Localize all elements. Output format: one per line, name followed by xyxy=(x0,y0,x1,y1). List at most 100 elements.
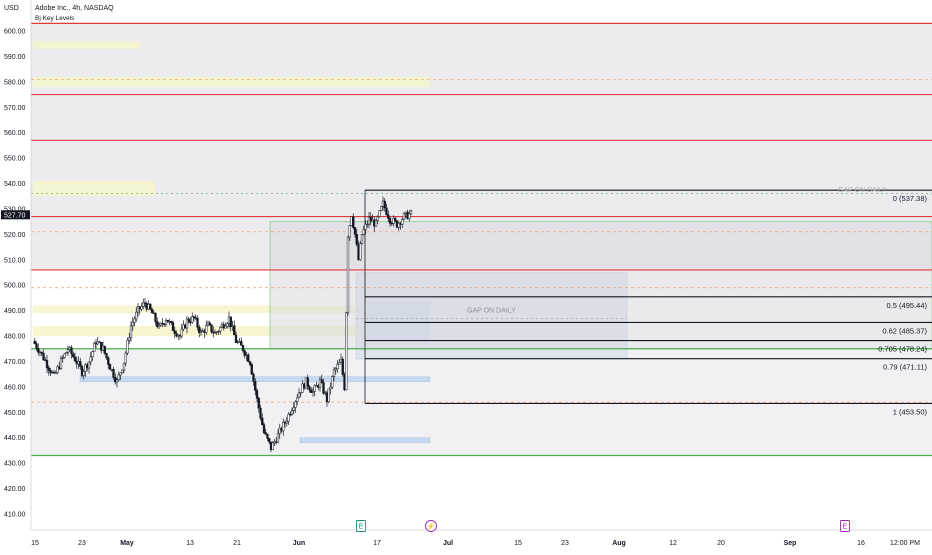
event-marker-label: ⚡ xyxy=(427,522,436,531)
candle-body xyxy=(140,306,143,310)
y-tick-label: 420.00 xyxy=(4,486,26,493)
indicator-label[interactable]: Bj Key Levels xyxy=(35,15,75,22)
candle-body xyxy=(65,352,68,355)
candle-body xyxy=(198,326,201,334)
candle-body xyxy=(87,361,91,369)
candle-body xyxy=(54,372,57,374)
candle-body xyxy=(42,352,45,361)
x-tick-label: Jun xyxy=(293,540,305,547)
candle-body xyxy=(271,442,274,450)
candle-body xyxy=(252,373,255,382)
candle-body xyxy=(210,324,213,333)
y-tick-label: 560.00 xyxy=(4,130,26,137)
candle-body xyxy=(259,407,262,419)
candle-body xyxy=(348,225,351,238)
candle-body xyxy=(122,362,126,371)
y-tick-label: 540.00 xyxy=(4,181,26,188)
candle-body xyxy=(322,382,325,394)
candle-body xyxy=(154,312,157,322)
candle-body xyxy=(135,311,138,320)
candle-body xyxy=(199,331,203,334)
candle-body xyxy=(196,318,199,328)
candle-body xyxy=(352,216,355,228)
candle-body xyxy=(185,318,189,329)
candle-body xyxy=(131,322,134,327)
candle-body xyxy=(376,216,379,221)
candle-body xyxy=(383,200,386,209)
candle-body xyxy=(243,350,246,356)
candle-body xyxy=(250,364,253,375)
current-price-badge[interactable] xyxy=(1,210,30,220)
gap-annotation: GAP ON DAILY xyxy=(467,308,516,315)
candle-body xyxy=(408,213,411,220)
y-tick-label: 410.00 xyxy=(4,512,26,519)
candle-body xyxy=(59,358,63,369)
y-tick-label: 600.00 xyxy=(4,29,26,36)
y-tick-label: 580.00 xyxy=(4,79,26,86)
supply-zone xyxy=(33,325,360,337)
y-tick-label: 470.00 xyxy=(4,359,26,366)
gap-annotation: GAP ON DAILY xyxy=(838,187,887,194)
price-axis-area xyxy=(0,0,31,550)
candle-body xyxy=(257,397,260,409)
fib-level-label: 1 (453.50) xyxy=(893,407,928,416)
y-tick-label: 450.00 xyxy=(4,410,26,417)
candle-body xyxy=(149,303,152,310)
candle-body xyxy=(355,234,358,245)
supply-zone xyxy=(33,305,360,314)
candle-body xyxy=(332,369,336,377)
x-tick-label: 12 xyxy=(669,540,677,547)
candle-body xyxy=(117,374,120,381)
candle-body xyxy=(112,369,115,378)
earnings-event-icon[interactable] xyxy=(840,520,850,532)
candle-body xyxy=(156,321,159,328)
candle-body xyxy=(345,312,348,391)
candle-body xyxy=(397,222,400,228)
y-tick-label: 550.00 xyxy=(4,156,26,163)
candle-body xyxy=(194,317,197,319)
x-tick-label: 23 xyxy=(561,540,569,547)
candle-body xyxy=(378,210,381,218)
supply-zone xyxy=(33,180,155,197)
candle-body xyxy=(187,318,190,323)
candle-body xyxy=(241,345,245,352)
candle-body xyxy=(297,392,301,399)
candle-body xyxy=(128,337,131,341)
candle-body xyxy=(35,343,38,349)
candle-body xyxy=(47,367,50,371)
candle-body xyxy=(161,322,164,325)
candle-body xyxy=(282,422,285,432)
supply-zone xyxy=(33,76,430,87)
candle-body xyxy=(380,206,383,211)
earnings-flash-icon[interactable] xyxy=(425,520,437,532)
candle-body xyxy=(290,410,294,415)
demand-zone xyxy=(299,437,431,444)
candle-body xyxy=(341,358,344,375)
earnings-event-icon[interactable] xyxy=(356,520,366,532)
candle-body xyxy=(103,345,106,354)
x-tick-label: Aug xyxy=(612,540,626,547)
y-tick-label: 500.00 xyxy=(4,283,26,290)
y-tick-label: 590.00 xyxy=(4,54,26,61)
candle-body xyxy=(33,340,36,345)
candle-body xyxy=(115,379,119,383)
candle-body xyxy=(93,342,96,352)
candle-body xyxy=(360,234,364,244)
candle-body xyxy=(306,377,309,387)
gap-box xyxy=(269,221,932,350)
candle-body xyxy=(294,401,297,408)
candle-body xyxy=(387,214,390,219)
candle-body xyxy=(409,210,413,215)
x-tick-label: 15 xyxy=(31,540,39,547)
symbol-title[interactable]: Adobe Inc., 4h, NASDAQ xyxy=(35,5,114,12)
candle-body xyxy=(40,351,43,354)
candle-body xyxy=(70,347,73,355)
candle-body xyxy=(82,371,85,376)
fib-level-label: 0.79 (471.11) xyxy=(883,363,928,372)
candle-body xyxy=(224,325,227,329)
fib-level-label: 0.5 (495.44) xyxy=(887,301,928,310)
candle-body xyxy=(338,362,341,365)
y-tick-label: 510.00 xyxy=(4,257,26,264)
